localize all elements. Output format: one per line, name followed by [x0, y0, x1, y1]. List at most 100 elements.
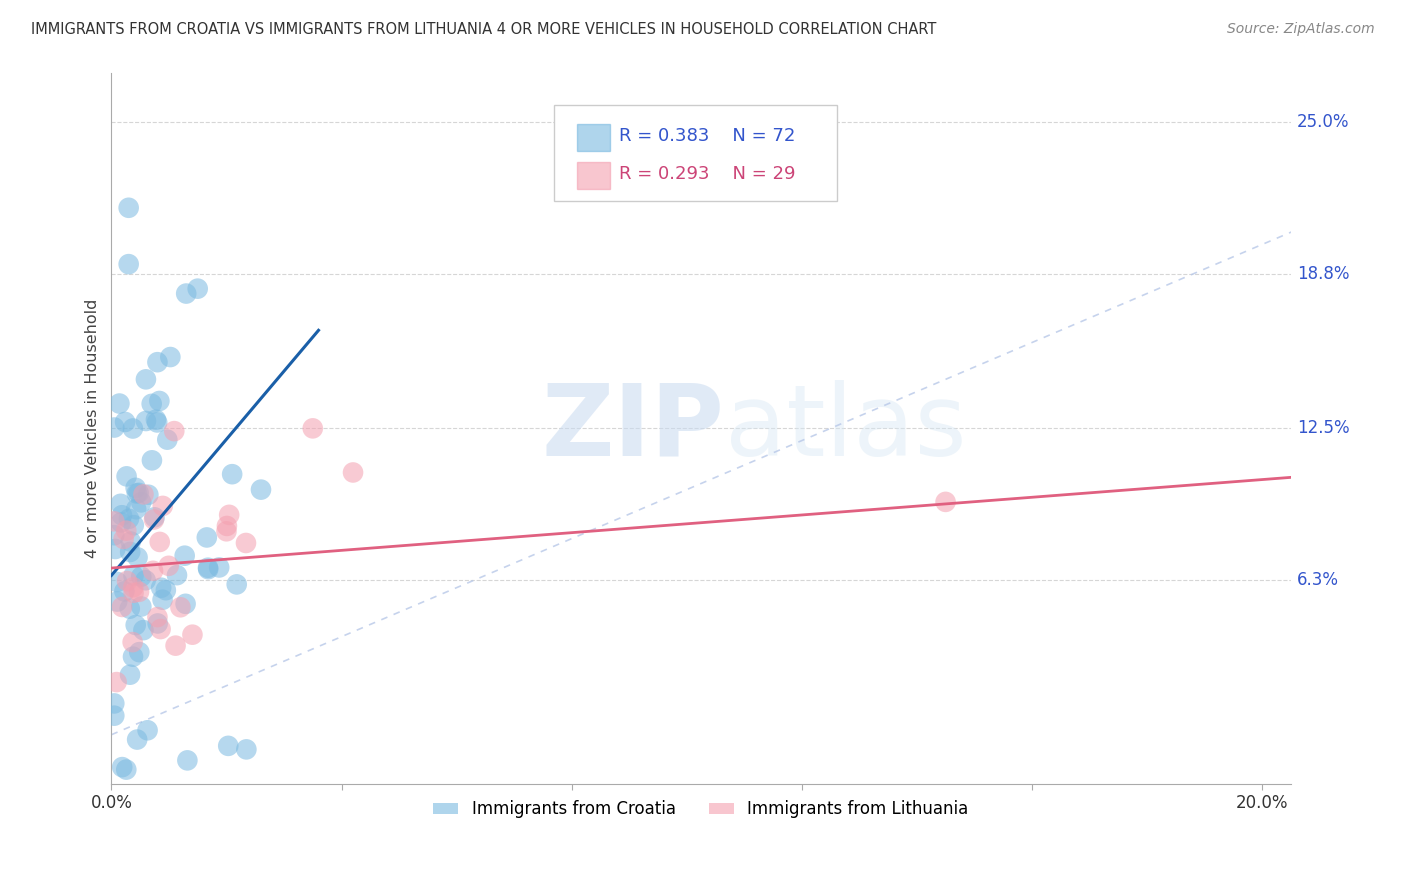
Point	[121, 421, 143, 435]
Point	[135, 372, 157, 386]
Point	[127, 732, 149, 747]
Legend: Immigrants from Croatia, Immigrants from Lithuania: Immigrants from Croatia, Immigrants from…	[427, 794, 976, 825]
Point	[169, 600, 191, 615]
Point	[187, 282, 209, 296]
Point	[235, 742, 257, 756]
Point	[115, 469, 138, 483]
Point	[114, 415, 136, 429]
Point	[122, 518, 145, 533]
Point	[129, 495, 152, 509]
Y-axis label: 4 or more Vehicles in Household: 4 or more Vehicles in Household	[86, 299, 100, 558]
Point	[118, 201, 141, 215]
Point	[128, 486, 150, 500]
Text: 6.3%: 6.3%	[1296, 571, 1339, 590]
Point	[197, 562, 219, 576]
Point	[301, 421, 323, 435]
Point	[163, 424, 186, 438]
Text: 12.5%: 12.5%	[1296, 419, 1350, 437]
Point	[105, 574, 128, 589]
Point	[143, 510, 166, 524]
Point	[141, 453, 163, 467]
Point	[104, 541, 127, 556]
Point	[110, 516, 132, 530]
Point	[127, 550, 149, 565]
Text: 18.8%: 18.8%	[1296, 265, 1350, 283]
Point	[181, 628, 204, 642]
Point	[156, 433, 179, 447]
Point	[146, 355, 169, 369]
Point	[150, 581, 173, 595]
Point	[225, 577, 247, 591]
Point	[111, 508, 134, 523]
Point	[103, 515, 125, 529]
Point	[103, 697, 125, 711]
Point	[103, 708, 125, 723]
Point	[342, 466, 364, 480]
Point	[122, 586, 145, 600]
Point	[173, 549, 195, 563]
Point	[143, 512, 166, 526]
Point	[103, 420, 125, 434]
Point	[125, 486, 148, 500]
Point	[132, 623, 155, 637]
Point	[105, 675, 128, 690]
Point	[176, 753, 198, 767]
Bar	[578, 124, 610, 151]
Point	[149, 535, 172, 549]
Point	[118, 512, 141, 526]
Point	[122, 580, 145, 594]
Point	[195, 531, 218, 545]
Bar	[578, 161, 610, 189]
Point	[215, 519, 238, 533]
Point	[174, 286, 197, 301]
Point	[215, 524, 238, 539]
Point	[146, 610, 169, 624]
Point	[235, 536, 257, 550]
Point	[128, 584, 150, 599]
Point	[155, 583, 177, 598]
Point	[146, 616, 169, 631]
Point	[208, 560, 231, 574]
Point	[149, 622, 172, 636]
Point	[159, 350, 181, 364]
Point	[112, 584, 135, 599]
Point	[135, 574, 157, 588]
Point	[122, 568, 145, 582]
Point	[197, 560, 219, 574]
Point	[118, 667, 141, 681]
Point	[138, 488, 160, 502]
Point	[135, 414, 157, 428]
Text: atlas: atlas	[724, 380, 966, 477]
Point	[105, 594, 128, 608]
Point	[132, 487, 155, 501]
Point	[146, 416, 169, 430]
Text: IMMIGRANTS FROM CROATIA VS IMMIGRANTS FROM LITHUANIA 4 OR MORE VEHICLES IN HOUSE: IMMIGRANTS FROM CROATIA VS IMMIGRANTS FR…	[31, 22, 936, 37]
Point	[118, 257, 141, 271]
Point	[120, 534, 142, 549]
Point	[142, 564, 165, 578]
Point	[121, 635, 143, 649]
Point	[152, 592, 174, 607]
Point	[157, 558, 180, 573]
Point	[218, 508, 240, 522]
Point	[115, 574, 138, 588]
Text: ZIP: ZIP	[541, 380, 724, 477]
Point	[221, 467, 243, 482]
Point	[111, 599, 134, 614]
Point	[115, 524, 138, 538]
Point	[118, 601, 141, 615]
Point	[250, 483, 273, 497]
Point	[217, 739, 239, 753]
Point	[935, 495, 957, 509]
Point	[108, 396, 131, 410]
Point	[111, 760, 134, 774]
Point	[125, 618, 148, 632]
Point	[128, 645, 150, 659]
Point	[124, 481, 146, 495]
Text: Source: ZipAtlas.com: Source: ZipAtlas.com	[1227, 22, 1375, 37]
Text: R = 0.383    N = 72: R = 0.383 N = 72	[619, 128, 794, 145]
Text: R = 0.293    N = 29: R = 0.293 N = 29	[619, 165, 794, 183]
Point	[115, 763, 138, 777]
Point	[165, 639, 187, 653]
Text: 25.0%: 25.0%	[1296, 113, 1350, 131]
